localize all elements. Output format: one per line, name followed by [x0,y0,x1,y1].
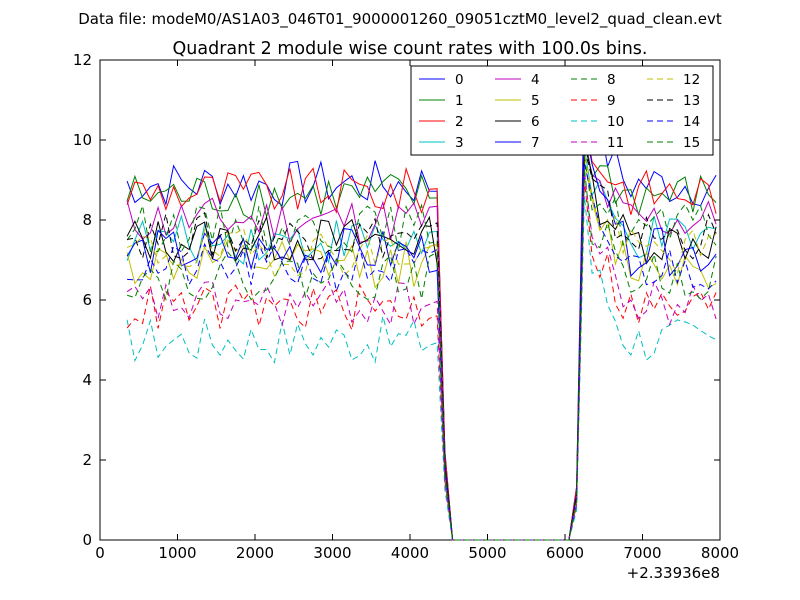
legend-label: 7 [531,135,540,151]
series-line-1 [126,131,717,541]
series-line-8 [126,155,717,541]
series-line-3 [126,147,717,541]
x-tick-label: 2000 [236,544,274,562]
legend-label: 8 [607,72,616,88]
series-line-10 [126,195,717,541]
legend-label: 14 [683,114,700,130]
legend-label: 12 [683,72,700,88]
y-tick-label: 10 [73,131,92,149]
series-line-11 [126,171,717,541]
chart-suptitle: Data file: modeM0/AS1A03_046T01_90000012… [78,10,722,29]
chart-title: Quadrant 2 module wise count rates with … [173,39,648,59]
series-line-15 [126,167,717,541]
y-tick-label: 6 [82,291,92,309]
legend-label: 6 [531,114,540,130]
x-tick-label: 6000 [546,544,584,562]
series-line-4 [126,139,717,541]
y-tick-label: 12 [73,51,92,69]
legend-label: 10 [607,114,624,130]
series-line-14 [127,163,717,541]
legend-label: 2 [455,114,464,130]
legend-label: 13 [683,93,700,109]
legend-label: 15 [683,135,700,151]
x-tick-label: 1000 [158,544,196,562]
series-line-0 [126,75,717,541]
legend-label: 3 [455,135,464,151]
legend-label: 5 [531,93,540,109]
x-tick-label: 8000 [701,544,739,562]
series-line-13 [127,147,717,541]
ticks-layer: 0 1000 2000 3000 4000 5000 6000 7000 80000246810… [73,51,739,562]
legend-label: 1 [455,93,464,109]
series-layer [126,75,717,541]
x-tick-label: 3000 [313,544,351,562]
series-line-9 [126,179,717,541]
y-tick-label: 8 [82,211,92,229]
x-tick-label: 5000 [468,544,506,562]
y-tick-label: 2 [82,451,92,469]
series-line-6 [126,143,717,541]
series-line-12 [126,151,717,541]
legend-box [410,65,714,156]
x-offset-label: +2.33936e8 [627,564,720,582]
legend-label: 9 [607,93,616,109]
y-tick-label: 4 [82,371,92,389]
legend-label: 0 [455,72,464,88]
legend-label: 11 [607,135,624,151]
series-line-5 [126,159,717,541]
x-tick-label: 7000 [623,544,661,562]
y-tick-label: 0 [82,531,92,549]
x-tick-label: 4000 [391,544,429,562]
x-tick-label: 0 [95,544,105,562]
legend-label: 4 [531,72,540,88]
series-line-2 [126,115,717,541]
